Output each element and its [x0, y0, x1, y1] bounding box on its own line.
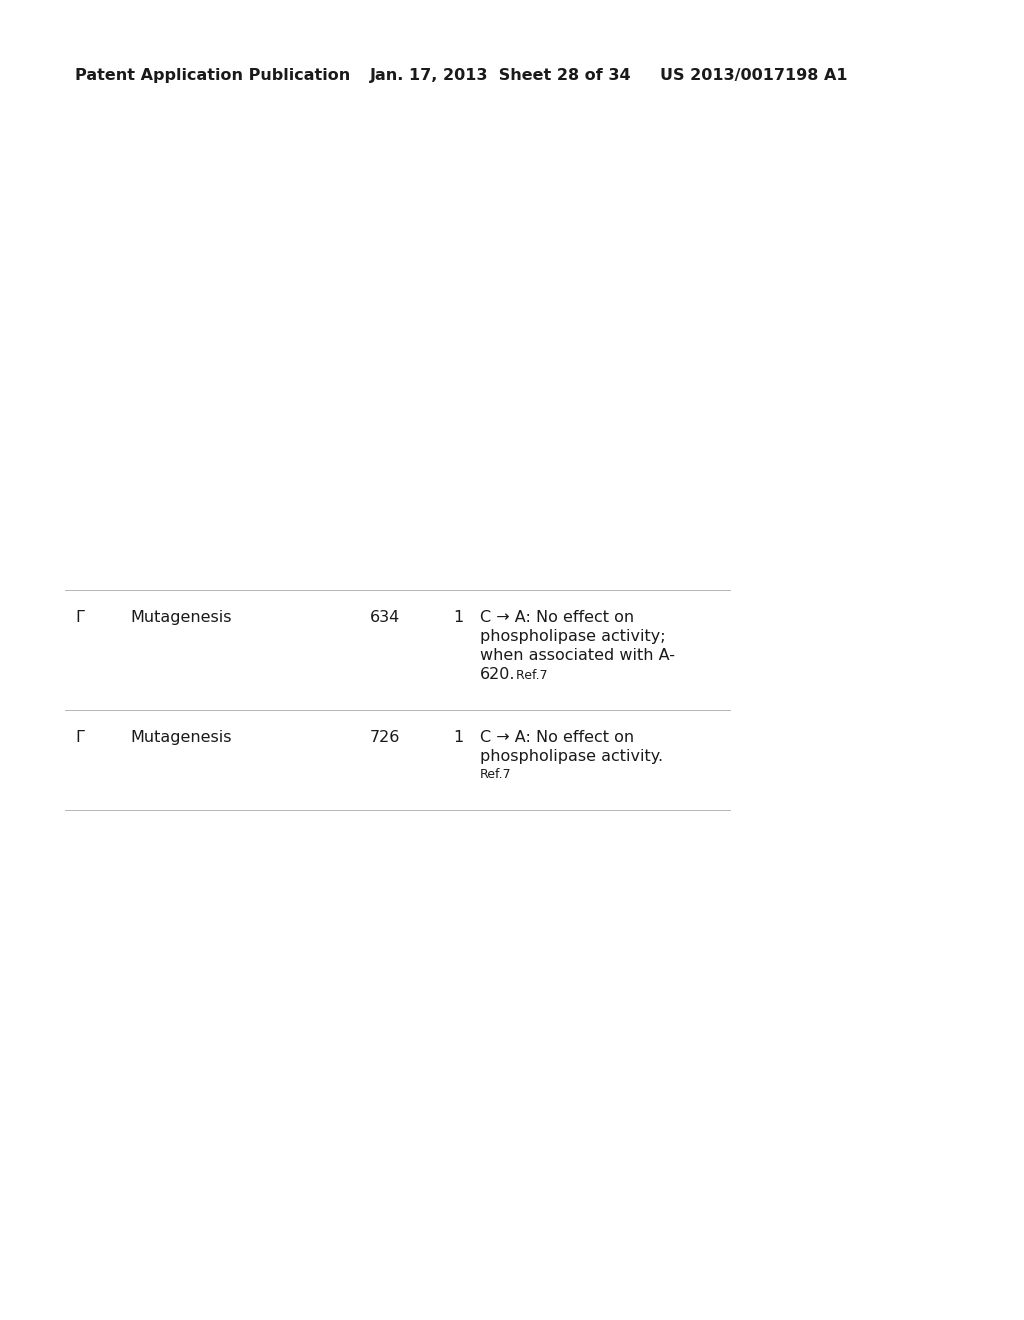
Text: 1: 1 [453, 610, 463, 624]
Text: Γ: Γ [75, 730, 84, 744]
Text: 1: 1 [453, 730, 463, 744]
Text: C → A: No effect on: C → A: No effect on [480, 610, 634, 624]
Text: Ref.7: Ref.7 [512, 669, 548, 682]
Text: phospholipase activity.: phospholipase activity. [480, 748, 664, 764]
Text: Mutagenesis: Mutagenesis [130, 730, 231, 744]
Text: Γ: Γ [75, 610, 84, 624]
Text: when associated with A-: when associated with A- [480, 648, 675, 663]
Text: 620.: 620. [480, 667, 515, 682]
Text: 726: 726 [370, 730, 400, 744]
Text: phospholipase activity;: phospholipase activity; [480, 630, 666, 644]
Text: Patent Application Publication: Patent Application Publication [75, 69, 350, 83]
Text: Jan. 17, 2013  Sheet 28 of 34: Jan. 17, 2013 Sheet 28 of 34 [370, 69, 632, 83]
Text: 634: 634 [370, 610, 400, 624]
Text: C → A: No effect on: C → A: No effect on [480, 730, 634, 744]
Text: Mutagenesis: Mutagenesis [130, 610, 231, 624]
Text: Ref.7: Ref.7 [480, 768, 512, 781]
Text: US 2013/0017198 A1: US 2013/0017198 A1 [660, 69, 848, 83]
